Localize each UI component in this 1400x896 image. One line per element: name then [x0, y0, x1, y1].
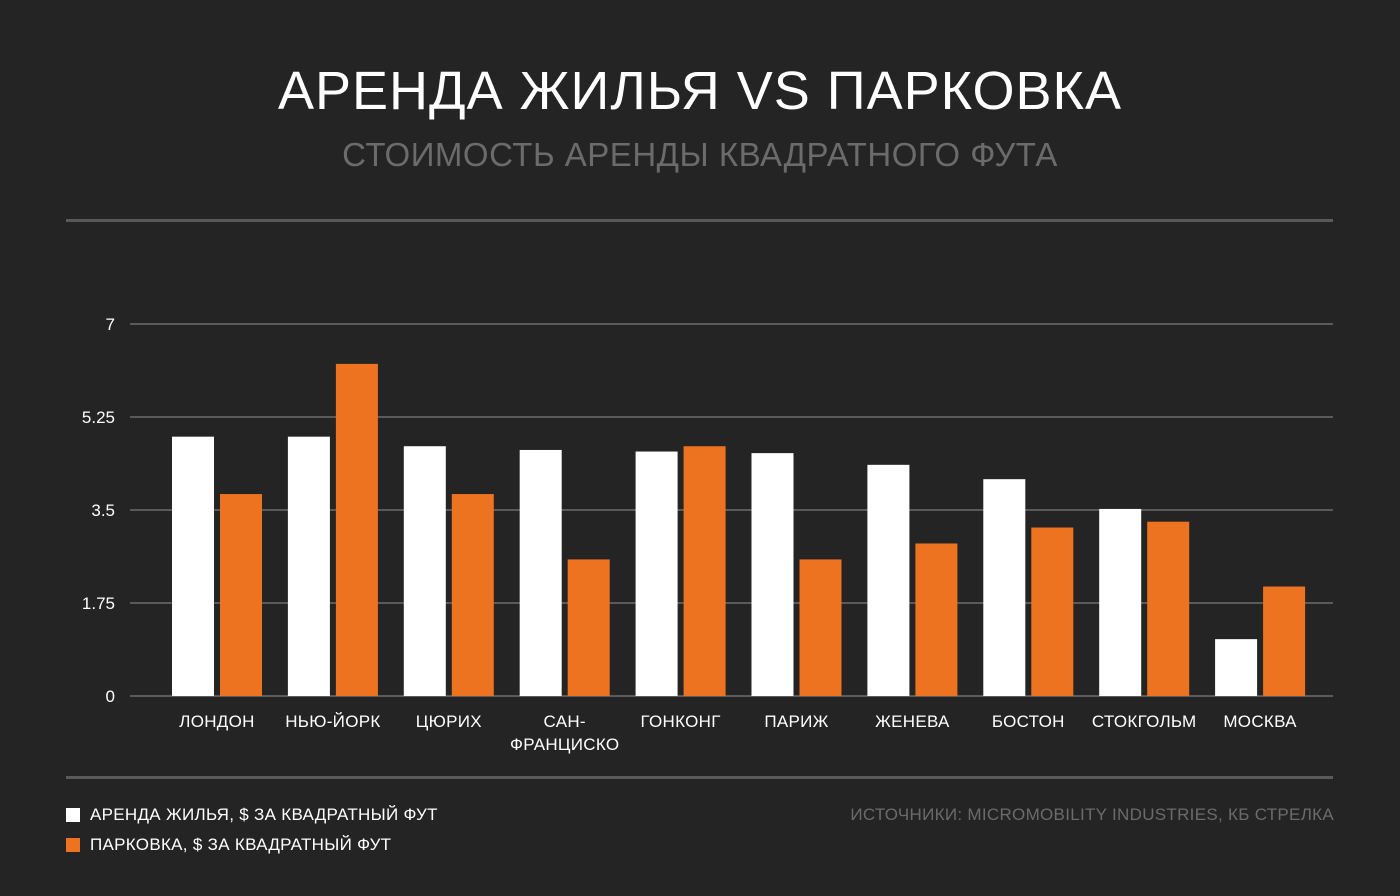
- legend-item-parking: ПАРКОВКА, $ ЗА КВАДРАТНЫЙ ФУТ: [66, 835, 391, 855]
- bar-parking: [799, 559, 842, 696]
- x-tick-label: СТОКГОЛЬМ: [1092, 712, 1197, 731]
- bar-parking: [220, 494, 262, 696]
- x-tick-label: МОСКВА: [1223, 712, 1297, 731]
- x-tick-label: ЦЮРИХ: [416, 712, 482, 731]
- bar-housing: [519, 449, 562, 696]
- legend-label-housing: АРЕНДА ЖИЛЬЯ, $ ЗА КВАДРАТНЫЙ ФУТ: [90, 805, 438, 824]
- legend-item-housing: АРЕНДА ЖИЛЬЯ, $ ЗА КВАДРАТНЫЙ ФУТ: [66, 805, 438, 825]
- x-tick-label: ГОНКОНГ: [640, 712, 720, 731]
- legend-swatch-housing: [66, 808, 80, 822]
- x-tick-label: БОСТОН: [992, 712, 1065, 731]
- x-tick-label: ЖЕНЕВА: [875, 712, 950, 731]
- chart-title: АРЕНДА ЖИЛЬЯ VS ПАРКОВКА: [278, 61, 1122, 121]
- y-tick-label: 5.25: [82, 408, 115, 427]
- bar-parking: [451, 494, 494, 696]
- bar-parking: [1147, 521, 1190, 696]
- bar-parking: [1263, 586, 1306, 696]
- x-tick-label: НЬЮ-ЙОРК: [285, 712, 380, 731]
- x-tick-label: ЛОНДОН: [179, 712, 254, 731]
- y-tick-label: 3.5: [91, 501, 115, 520]
- bar-parking: [335, 363, 378, 696]
- bar-parking: [683, 446, 726, 696]
- y-tick-label: 0: [106, 687, 115, 706]
- bar-parking: [567, 559, 610, 696]
- y-axis-ticks: 0 1.75 3.5 5.25 7: [82, 315, 115, 706]
- x-tick-label: ПАРИЖ: [764, 712, 828, 731]
- top-divider: [66, 219, 1333, 222]
- bar-housing: [403, 446, 446, 696]
- bar-housing: [1099, 508, 1142, 696]
- bar-housing: [1215, 639, 1258, 696]
- bar-parking: [915, 543, 958, 696]
- bar-housing: [172, 436, 214, 696]
- bar-housing: [287, 436, 330, 696]
- bar-housing: [635, 451, 678, 696]
- bar-housing: [983, 479, 1026, 696]
- bar-parking: [1031, 527, 1074, 696]
- x-tick-label: САН-ФРАНЦИСКО: [510, 712, 619, 754]
- legend-swatch-parking: [66, 838, 80, 852]
- bottom-divider: [66, 776, 1333, 779]
- bar-housing: [867, 464, 910, 696]
- x-axis-ticks: ЛОНДОН НЬЮ-ЙОРК ЦЮРИХ САН-ФРАНЦИСКО ГОНКОНГ П…: [179, 712, 1297, 754]
- chart-subtitle: СТОИМОСТЬ АРЕНДЫ КВАДРАТНОГО ФУТА: [342, 136, 1058, 173]
- bar-housing: [751, 453, 794, 696]
- source-note: ИСТОЧНИКИ: MICROMOBILITY INDUSTRIES, КБ …: [850, 805, 1334, 824]
- y-tick-label: 7: [106, 315, 115, 334]
- legend-label-parking: ПАРКОВКА, $ ЗА КВАДРАТНЫЙ ФУТ: [90, 835, 392, 854]
- y-tick-label: 1.75: [82, 594, 115, 613]
- bars: [172, 363, 1306, 696]
